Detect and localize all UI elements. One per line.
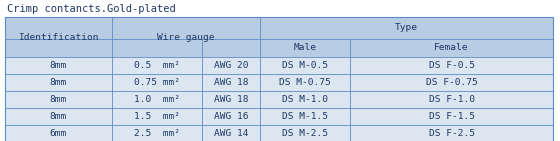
Text: Female: Female — [435, 44, 469, 52]
Bar — [5, 125, 553, 141]
Text: AWG 14: AWG 14 — [214, 129, 248, 138]
Text: 6mm: 6mm — [50, 129, 67, 138]
Text: DS F-1.0: DS F-1.0 — [428, 95, 475, 104]
Text: DS M-0.5: DS M-0.5 — [282, 61, 328, 70]
Text: DS M-1.0: DS M-1.0 — [282, 95, 328, 104]
Text: Wire gauge: Wire gauge — [157, 32, 214, 41]
Text: 8mm: 8mm — [50, 95, 67, 104]
Text: DS M-2.5: DS M-2.5 — [282, 129, 328, 138]
Text: 8mm: 8mm — [50, 61, 67, 70]
Text: DS M-0.75: DS M-0.75 — [279, 78, 331, 87]
Bar — [5, 39, 553, 57]
Text: AWG 16: AWG 16 — [214, 112, 248, 121]
Text: 8mm: 8mm — [50, 78, 67, 87]
Text: Identification: Identification — [18, 32, 99, 41]
Text: 8mm: 8mm — [50, 112, 67, 121]
Text: Crimp contancts.Gold-plated: Crimp contancts.Gold-plated — [7, 4, 176, 14]
Text: Male: Male — [293, 44, 316, 52]
Text: 0.5  mm²: 0.5 mm² — [134, 61, 180, 70]
Bar — [5, 74, 553, 91]
Text: DS M-1.5: DS M-1.5 — [282, 112, 328, 121]
Text: 1.0  mm²: 1.0 mm² — [134, 95, 180, 104]
Text: 2.5  mm²: 2.5 mm² — [134, 129, 180, 138]
Text: AWG 18: AWG 18 — [214, 78, 248, 87]
Text: DS F-2.5: DS F-2.5 — [428, 129, 475, 138]
Text: Type: Type — [395, 24, 418, 32]
Text: DS F-0.5: DS F-0.5 — [428, 61, 475, 70]
Text: DS F-0.75: DS F-0.75 — [426, 78, 478, 87]
Bar — [5, 17, 553, 141]
Text: DS F-1.5: DS F-1.5 — [428, 112, 475, 121]
Bar — [5, 108, 553, 125]
Text: 1.5  mm²: 1.5 mm² — [134, 112, 180, 121]
Bar — [5, 57, 553, 74]
Text: 0.75 mm²: 0.75 mm² — [134, 78, 180, 87]
Bar — [5, 91, 553, 108]
Bar — [5, 17, 553, 39]
Text: AWG 20: AWG 20 — [214, 61, 248, 70]
Text: AWG 18: AWG 18 — [214, 95, 248, 104]
